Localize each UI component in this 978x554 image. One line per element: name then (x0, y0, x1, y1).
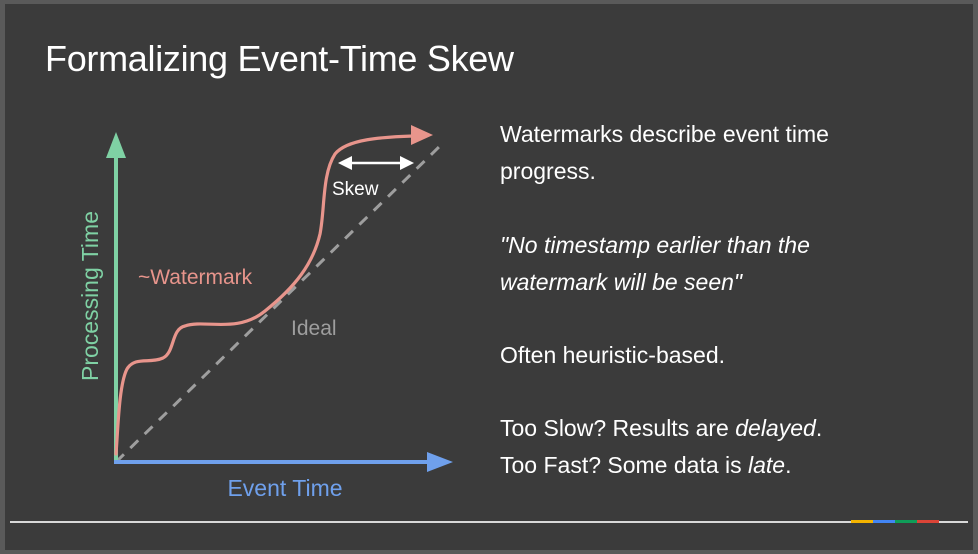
too-slow-emphasis: delayed (735, 415, 816, 441)
footer-color-red (917, 520, 939, 523)
too-slow-prefix: Too Slow? Results are (500, 415, 736, 441)
quote-line-1: "No timestamp earlier than the (500, 232, 810, 258)
footer-color-green (895, 520, 917, 523)
watermark-curve (114, 134, 415, 456)
watermark-label: ~Watermark (138, 266, 253, 289)
watermark-skew-diagram: Processing Time Event Time ~Watermark Id… (77, 125, 453, 501)
slide: Formalizing Event-Time Skew Processing T… (5, 4, 973, 550)
footer-color-yellow (851, 520, 873, 523)
description-paragraph: Watermarks describe event time progress. (500, 116, 960, 190)
y-axis-arrowhead (106, 132, 126, 158)
ideal-label: Ideal (291, 317, 337, 340)
footer-divider (10, 521, 968, 523)
description-line-1: Watermarks describe event time (500, 121, 829, 147)
heuristic-paragraph: Often heuristic-based. (500, 337, 960, 374)
too-fast-line: Too Fast? Some data is late. (500, 447, 960, 484)
skew-arrowhead-right (400, 156, 414, 170)
x-axis-label: Event Time (227, 475, 342, 501)
quote-line-2: watermark will be seen" (500, 269, 743, 295)
slide-title: Formalizing Event-Time Skew (45, 38, 514, 79)
watermark-arrowhead (411, 125, 433, 145)
description-line-2: progress. (500, 158, 596, 184)
footer-color-blue (873, 520, 895, 523)
too-fast-prefix: Too Fast? Some data is (500, 452, 749, 478)
too-fast-emphasis: late (748, 452, 786, 478)
quote-paragraph: "No timestamp earlier than the watermark… (500, 227, 960, 301)
skew-label: Skew (332, 179, 379, 200)
ideal-line (114, 143, 443, 464)
too-fast-suffix: . (785, 452, 792, 478)
too-slow-line: Too Slow? Results are delayed. (500, 410, 960, 447)
x-axis-arrowhead (427, 452, 453, 472)
heuristic-line: Often heuristic-based. (500, 342, 726, 368)
tradeoff-paragraph: Too Slow? Results are delayed. Too Fast?… (500, 410, 960, 484)
skew-arrowhead-left (338, 156, 352, 170)
too-slow-suffix: . (815, 415, 823, 441)
y-axis-label: Processing Time (77, 211, 103, 381)
